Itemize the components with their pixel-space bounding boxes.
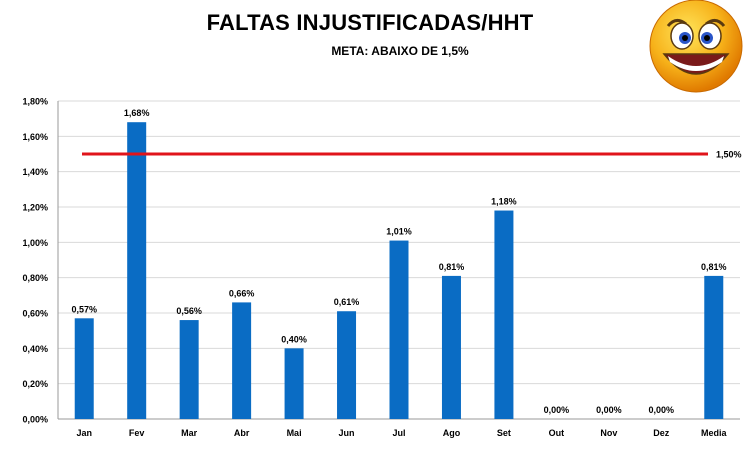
bar	[704, 275, 724, 419]
y-tick-label: 1,40%	[22, 167, 48, 177]
chart-title: FALTAS INJUSTIFICADAS/HHT	[206, 10, 534, 35]
x-tick-label: Jun	[339, 428, 355, 438]
bar	[179, 320, 199, 419]
bar	[441, 275, 461, 419]
y-tick-label: 0,20%	[22, 379, 48, 389]
bar	[127, 122, 147, 419]
x-tick-label: Fev	[129, 428, 145, 438]
data-label: 1,18%	[491, 197, 517, 207]
y-tick-label: 0,40%	[22, 344, 48, 354]
x-tick-label: Jul	[392, 428, 405, 438]
data-label: 0,66%	[229, 288, 255, 298]
data-label: 0,57%	[71, 304, 97, 314]
x-tick-label: Media	[701, 428, 728, 438]
data-label: 0,00%	[596, 405, 622, 415]
y-tick-label: 1,00%	[22, 238, 48, 248]
data-label: 0,00%	[649, 405, 675, 415]
smiley-face-icon	[649, 0, 743, 93]
x-tick-label: Dez	[653, 428, 670, 438]
x-tick-label: Nov	[600, 428, 617, 438]
data-label: 0,40%	[281, 334, 307, 344]
data-label: 0,00%	[544, 405, 570, 415]
data-label: 1,01%	[386, 227, 412, 237]
bar	[494, 210, 514, 419]
data-label: 0,56%	[176, 306, 202, 316]
x-tick-label: Ago	[443, 428, 461, 438]
x-tick-label: Set	[497, 428, 511, 438]
y-tick-label: 0,60%	[22, 309, 48, 319]
target-label: 1,50%	[716, 150, 742, 160]
y-tick-label: 0,00%	[22, 415, 48, 425]
x-tick-label: Abr	[234, 428, 250, 438]
bar	[337, 311, 357, 419]
y-tick-label: 1,80%	[22, 97, 48, 107]
x-tick-label: Mar	[181, 428, 198, 438]
bar	[389, 240, 409, 419]
y-tick-label: 1,60%	[22, 132, 48, 142]
data-label: 0,61%	[334, 297, 360, 307]
chart-subtitle: META: ABAIXO DE 1,5%	[331, 44, 469, 58]
data-label: 0,81%	[439, 262, 465, 272]
bar	[284, 348, 304, 419]
x-tick-label: Jan	[76, 428, 92, 438]
y-tick-label: 0,80%	[22, 273, 48, 283]
data-label: 0,81%	[701, 262, 727, 272]
x-tick-label: Out	[549, 428, 565, 438]
bar	[74, 318, 94, 419]
x-tick-label: Mai	[287, 428, 302, 438]
y-tick-label: 1,20%	[22, 203, 48, 213]
bar	[232, 302, 252, 419]
data-label: 1,68%	[124, 108, 150, 118]
